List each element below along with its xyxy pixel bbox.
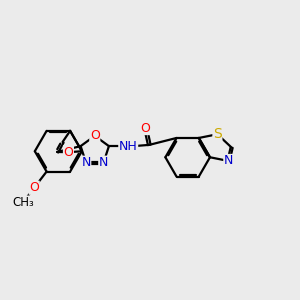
- Text: O: O: [64, 146, 74, 159]
- Text: O: O: [90, 129, 100, 142]
- Text: NH: NH: [119, 140, 138, 153]
- Text: O: O: [29, 181, 39, 194]
- Text: N: N: [81, 156, 91, 169]
- Text: N: N: [224, 154, 233, 167]
- Text: CH₃: CH₃: [12, 196, 34, 209]
- Text: S: S: [213, 127, 222, 141]
- Text: N: N: [99, 156, 108, 169]
- Text: O: O: [141, 122, 151, 134]
